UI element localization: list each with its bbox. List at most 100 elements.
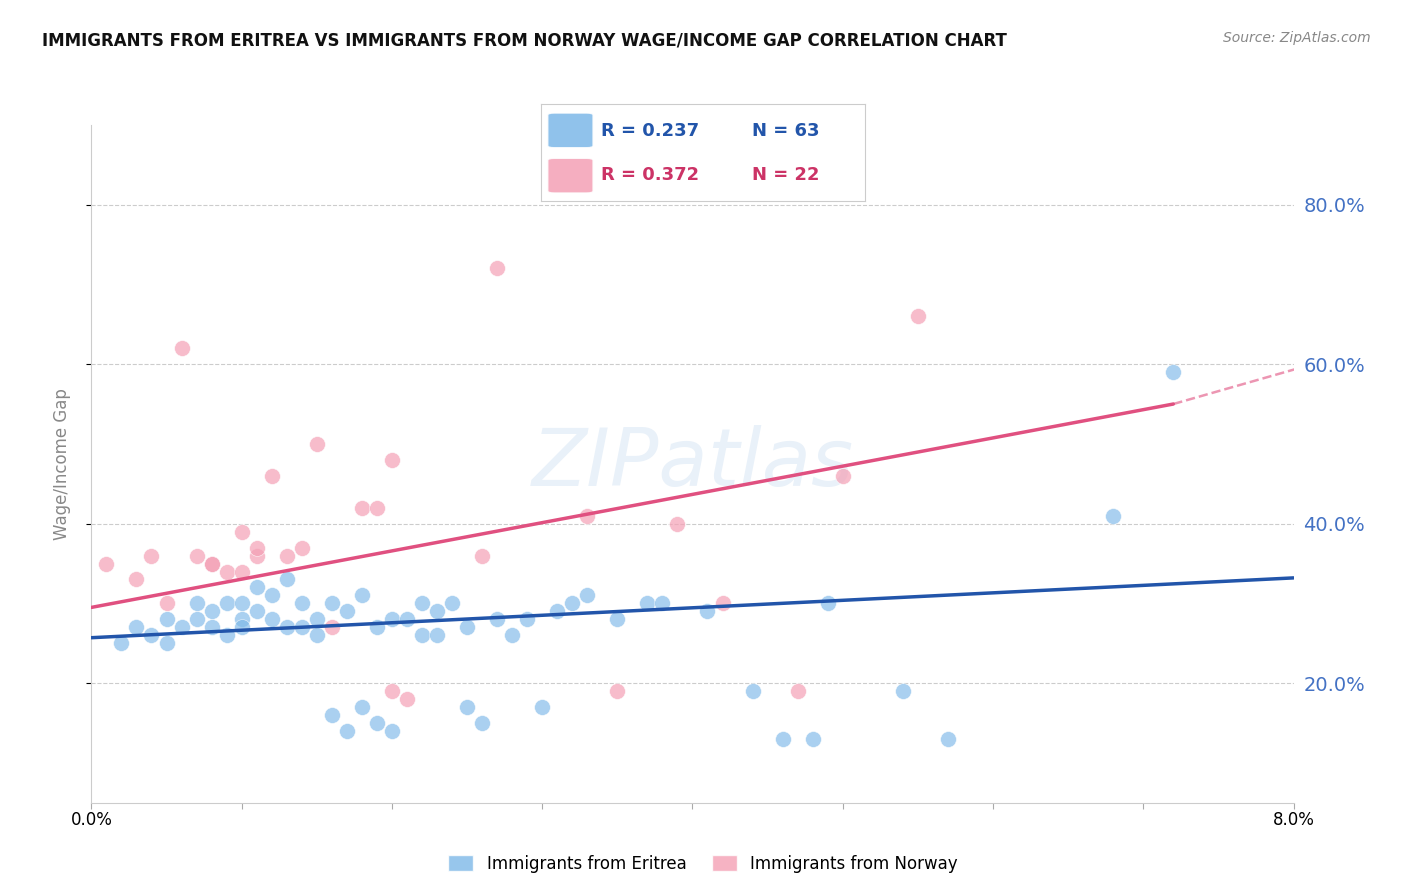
Point — [276, 573, 298, 587]
Point — [141, 628, 163, 642]
Point — [336, 604, 359, 618]
Point — [456, 700, 478, 714]
Point — [831, 468, 853, 483]
Point — [350, 700, 373, 714]
Point — [350, 500, 373, 515]
FancyBboxPatch shape — [548, 113, 593, 148]
Point — [546, 604, 568, 618]
Point — [125, 573, 148, 587]
Point — [321, 596, 343, 610]
Point — [907, 310, 929, 324]
Point — [801, 731, 824, 746]
Point — [186, 549, 208, 563]
Point — [411, 628, 433, 642]
Point — [456, 620, 478, 634]
Point — [170, 620, 193, 634]
Point — [786, 684, 808, 698]
Point — [426, 628, 449, 642]
Point — [426, 604, 449, 618]
Point — [486, 261, 509, 276]
Point — [772, 731, 794, 746]
Point — [381, 612, 404, 626]
Text: R = 0.237: R = 0.237 — [602, 122, 699, 140]
Point — [561, 596, 583, 610]
Point — [291, 541, 314, 555]
Point — [170, 341, 193, 355]
Point — [231, 524, 253, 539]
Y-axis label: Wage/Income Gap: Wage/Income Gap — [52, 388, 70, 540]
Point — [696, 604, 718, 618]
Point — [381, 724, 404, 739]
Point — [141, 549, 163, 563]
Point — [321, 708, 343, 723]
Point — [305, 628, 328, 642]
Point — [201, 557, 224, 571]
Point — [231, 565, 253, 579]
Point — [215, 565, 238, 579]
Point — [110, 636, 132, 650]
Point — [891, 684, 914, 698]
Point — [231, 596, 253, 610]
Point — [366, 620, 388, 634]
Point — [817, 596, 839, 610]
Point — [486, 612, 509, 626]
Point — [1161, 365, 1184, 379]
Point — [471, 716, 494, 731]
Point — [125, 620, 148, 634]
Point — [155, 612, 177, 626]
Point — [260, 468, 283, 483]
Point — [246, 549, 269, 563]
Point — [246, 541, 269, 555]
Point — [531, 700, 554, 714]
Point — [186, 596, 208, 610]
Text: ZIPatlas: ZIPatlas — [531, 425, 853, 503]
Point — [576, 508, 599, 523]
Point — [231, 612, 253, 626]
Point — [96, 557, 118, 571]
Point — [395, 692, 418, 706]
Point — [501, 628, 523, 642]
Point — [201, 557, 224, 571]
Point — [305, 612, 328, 626]
FancyBboxPatch shape — [548, 158, 593, 193]
Point — [336, 724, 359, 739]
Point — [381, 453, 404, 467]
Point — [305, 437, 328, 451]
Point — [395, 612, 418, 626]
Point — [201, 620, 224, 634]
Point — [471, 549, 494, 563]
Point — [291, 620, 314, 634]
Point — [516, 612, 538, 626]
Point — [155, 596, 177, 610]
Point — [741, 684, 763, 698]
Text: 0.0%: 0.0% — [70, 811, 112, 829]
Point — [711, 596, 734, 610]
Point — [1102, 508, 1125, 523]
Point — [246, 604, 269, 618]
Point — [246, 581, 269, 595]
Point — [350, 589, 373, 603]
Point — [201, 604, 224, 618]
Point — [260, 612, 283, 626]
Point — [666, 516, 689, 531]
Point — [651, 596, 673, 610]
Point — [276, 620, 298, 634]
Point — [155, 636, 177, 650]
Text: N = 22: N = 22 — [751, 166, 820, 184]
Point — [215, 628, 238, 642]
Text: R = 0.372: R = 0.372 — [602, 166, 699, 184]
Text: N = 63: N = 63 — [751, 122, 820, 140]
Text: Source: ZipAtlas.com: Source: ZipAtlas.com — [1223, 31, 1371, 45]
Point — [321, 620, 343, 634]
Point — [231, 620, 253, 634]
Point — [366, 716, 388, 731]
Point — [440, 596, 463, 610]
Point — [606, 612, 628, 626]
Point — [636, 596, 658, 610]
Text: 8.0%: 8.0% — [1272, 811, 1315, 829]
Point — [260, 589, 283, 603]
Point — [366, 500, 388, 515]
Point — [936, 731, 959, 746]
Point — [606, 684, 628, 698]
Point — [411, 596, 433, 610]
